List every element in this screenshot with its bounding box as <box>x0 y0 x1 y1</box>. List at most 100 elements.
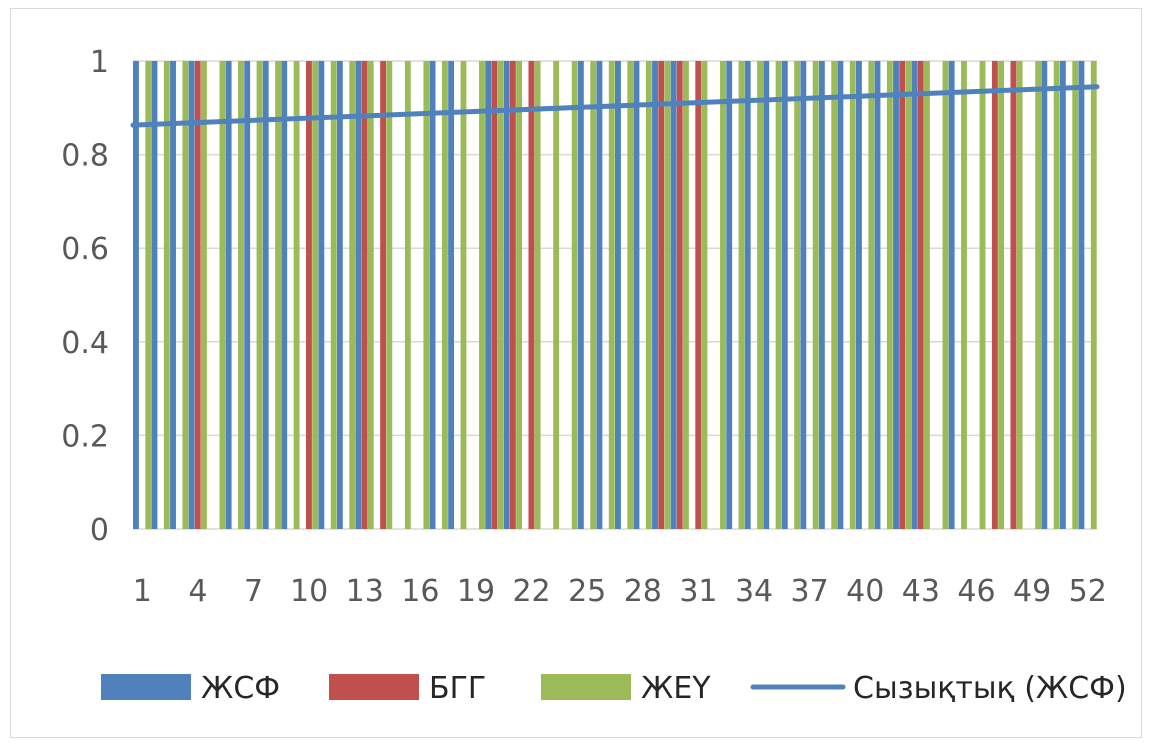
y-tick-label: 0.4 <box>61 326 109 361</box>
bar-ЖСФ-9 <box>281 61 288 529</box>
bar-ЖЕҮ-43 <box>923 61 930 529</box>
bar-ЖЕҮ-16 <box>423 61 430 529</box>
bar-ЖЕҮ-1 <box>145 61 152 529</box>
bar-ЖЕҮ-21 <box>516 61 523 529</box>
bar-ЖЕҮ-32 <box>720 61 726 529</box>
bar-ЖСФ-13 <box>355 61 362 529</box>
x-tick-label: 46 <box>957 574 995 609</box>
bar-БГГ-29 <box>658 61 665 529</box>
x-tick-label: 10 <box>290 574 328 609</box>
bar-ЖЕҮ-38 <box>831 61 838 529</box>
bar-ЖЕҮ-34 <box>757 61 764 529</box>
bar-ЖСФ-25 <box>577 61 584 529</box>
bar-ЖСФ-7 <box>244 61 251 529</box>
bar-ЖЕҮ-7 <box>256 61 263 529</box>
bar-ЖСФ-36 <box>781 61 788 529</box>
bar-БГГ-20 <box>491 61 498 529</box>
bar-ЖСФ-43 <box>911 61 918 529</box>
y-axis-tick-labels: 0 0.2 0.4 0.6 0.8 1 <box>61 45 109 548</box>
bar-ЖЕҮ-6 <box>238 61 244 529</box>
chart-frame: 0 0.2 0.4 0.6 0.8 1 1 4 7 10 13 16 19 22 25 28 31 34 37 40… <box>10 8 1142 738</box>
bar-ЖЕҮ-27 <box>627 61 634 529</box>
bar-ЖЕҮ-9 <box>293 61 300 529</box>
legend-label: ЖЕҮ <box>641 671 711 706</box>
legend-label: БГГ <box>429 671 486 706</box>
bar-БГГ-43 <box>917 61 924 529</box>
x-tick-label: 49 <box>1013 574 1051 609</box>
bar-ЖСФ-37 <box>800 61 807 529</box>
bar-ЖСФ-35 <box>763 61 770 529</box>
bar-ЖЕҮ-2 <box>163 61 170 529</box>
bar-ЖЕҮ-12 <box>349 61 356 529</box>
x-tick-label: 4 <box>188 574 207 609</box>
bar-ЖЕҮ-37 <box>812 61 819 529</box>
bar-ЖСФ-12 <box>336 61 343 529</box>
y-tick-label: 0.8 <box>61 139 109 174</box>
bar-ЖЕҮ-36 <box>794 61 801 529</box>
bar-ЖЕҮ-13 <box>367 61 374 529</box>
bar-ЖЕҮ-35 <box>775 61 782 529</box>
x-tick-label: 1 <box>133 574 152 609</box>
bar-ЖЕҮ-14 <box>386 61 393 529</box>
x-tick-label: 7 <box>244 574 263 609</box>
bar-ЖСФ-28 <box>633 61 640 529</box>
bar-БГГ-13 <box>361 61 368 529</box>
x-axis-tick-labels: 1 4 7 10 13 16 19 22 25 28 31 34 37 40 43 46 49 52 <box>133 574 1107 609</box>
bar-ЖСФ-30 <box>670 61 677 529</box>
bar-ЖСФ-41 <box>874 61 881 529</box>
legend-label: Сызықтық (ЖСФ) <box>853 671 1127 706</box>
y-tick-label: 1 <box>90 45 109 80</box>
bar-БГГ-42 <box>899 61 906 529</box>
x-tick-label: 52 <box>1069 574 1107 609</box>
bar-ЖЕҮ-40 <box>868 61 875 529</box>
bar-БГГ-48 <box>1010 61 1017 529</box>
x-tick-label: 19 <box>457 574 495 609</box>
bar-ЖСФ-45 <box>948 61 955 529</box>
bar-ЖСФ-21 <box>503 61 510 529</box>
bar-ЖЕҮ-23 <box>553 61 560 529</box>
bar-ЖСФ-39 <box>837 61 844 529</box>
bar-ЖЕҮ-29 <box>664 61 671 529</box>
bar-ЖСФ-11 <box>318 61 325 529</box>
bar-ЖЕҮ-18 <box>460 61 467 529</box>
bar-БГГ-22 <box>528 61 535 529</box>
x-tick-label: 37 <box>791 574 829 609</box>
x-tick-label: 40 <box>846 574 884 609</box>
bar-ЖЕҮ-44 <box>942 61 949 529</box>
y-tick-label: 0 <box>90 513 109 548</box>
bar-ЖСФ-33 <box>726 61 733 529</box>
bar-ЖЕҮ-4 <box>200 61 207 529</box>
bar-ЖСФ-20 <box>485 61 492 529</box>
x-tick-label: 28 <box>624 574 662 609</box>
x-tick-label: 22 <box>512 574 550 609</box>
bar-БГГ-31 <box>695 61 702 529</box>
legend: ЖСФ БГГ ЖЕҮ Сызықтық (ЖСФ) <box>101 671 1127 706</box>
bar-ЖЕҮ-26 <box>608 61 615 529</box>
bar-ЖЕҮ-25 <box>590 61 597 529</box>
bar-ЖЕҮ-45 <box>961 61 967 529</box>
bar-ЖСФ-50 <box>1041 61 1048 529</box>
bar-ЖЕҮ-28 <box>645 61 652 529</box>
x-tick-label: 43 <box>902 574 940 609</box>
bar-ЖЕҮ-24 <box>571 61 578 529</box>
bar-ЖСФ-3 <box>170 61 176 529</box>
bar-БГГ-21 <box>509 61 516 529</box>
bar-ЖСФ-4 <box>188 61 195 529</box>
bar-ЖЕҮ-10 <box>312 61 319 529</box>
trendline <box>130 84 1100 128</box>
x-tick-label: 25 <box>568 574 606 609</box>
bar-ЖЕҮ-50 <box>1053 61 1060 529</box>
bar-ЖЕҮ-46 <box>979 61 986 529</box>
bar-ЖСФ-2 <box>151 61 158 529</box>
bar-ЖЕҮ-19 <box>479 61 485 529</box>
bar-ЖЕҮ-8 <box>275 61 282 529</box>
bar-БГГ-4 <box>194 61 201 529</box>
x-tick-label: 13 <box>346 574 384 609</box>
bar-ЖЕҮ-52 <box>1090 61 1097 529</box>
legend-swatch <box>541 674 631 700</box>
legend-label: ЖСФ <box>201 671 280 706</box>
trendline-group <box>130 84 1100 128</box>
bar-ЖСФ-27 <box>615 61 621 529</box>
bar-ЖЕҮ-48 <box>1016 61 1023 529</box>
bar-ЖЕҮ-49 <box>1035 61 1042 529</box>
